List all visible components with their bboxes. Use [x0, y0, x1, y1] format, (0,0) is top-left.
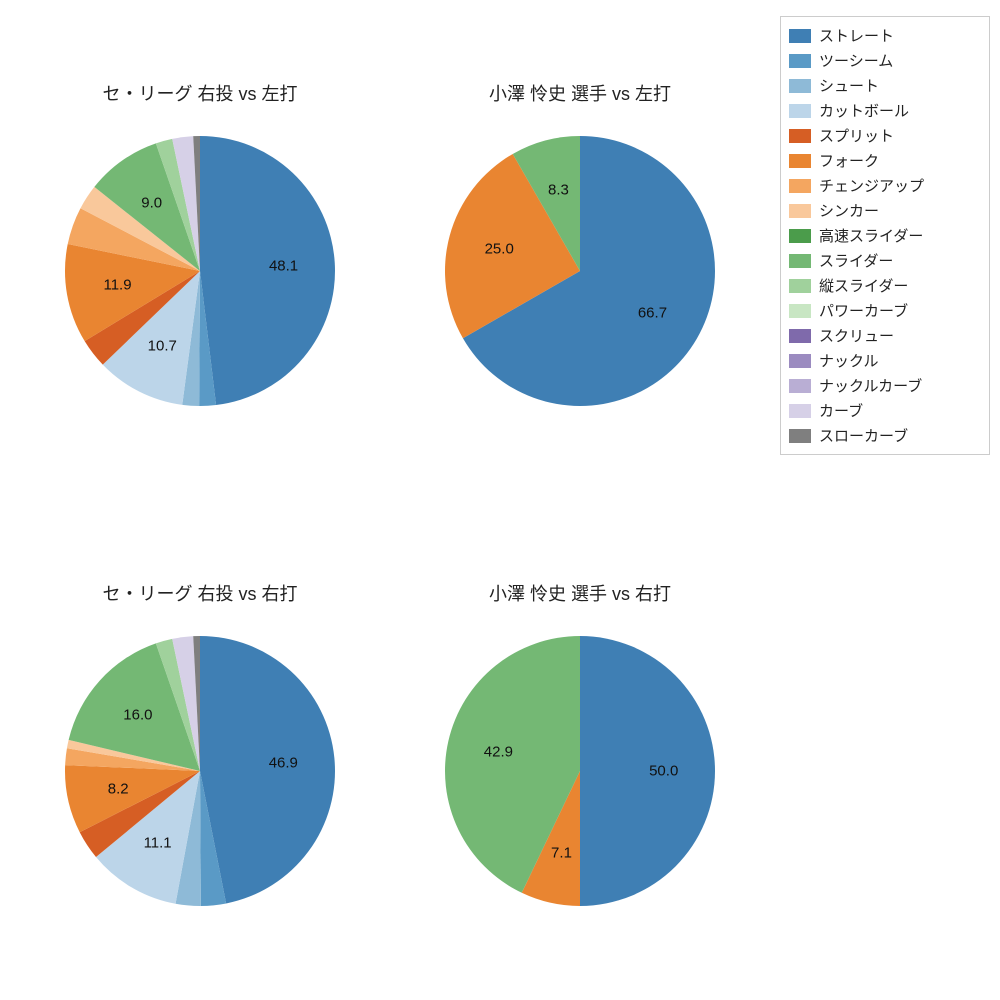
chart-title: 小澤 怜史 選手 vs 左打 [489, 80, 671, 106]
legend-item-slow_curve: スローカーブ [789, 423, 981, 448]
legend-label: チェンジアップ [819, 175, 924, 196]
chart-title: セ・リーグ 右投 vs 右打 [102, 580, 297, 606]
legend-label: ナックルカーブ [819, 375, 922, 396]
legend-label: ナックル [819, 350, 879, 371]
legend: ストレートツーシームシュートカットボールスプリットフォークチェンジアップシンカー… [780, 16, 990, 455]
slice-straight [580, 636, 715, 906]
legend-label: シンカー [819, 200, 879, 221]
legend-item-vert_slider: 縦スライダー [789, 273, 981, 298]
legend-item-sinker: シンカー [789, 198, 981, 223]
legend-label: スプリット [819, 125, 894, 146]
legend-swatch [789, 279, 811, 293]
legend-item-cutball: カットボール [789, 98, 981, 123]
slice-label-slider: 42.9 [484, 744, 513, 761]
legend-item-split: スプリット [789, 123, 981, 148]
slice-label-fork: 11.9 [103, 277, 131, 294]
slice-label-cutball: 10.7 [148, 337, 177, 354]
legend-swatch [789, 354, 811, 368]
slice-label-straight: 50.0 [649, 763, 678, 780]
legend-item-two_seam: ツーシーム [789, 48, 981, 73]
legend-label: パワーカーブ [819, 300, 908, 321]
legend-item-knuckle_curve: ナックルカーブ [789, 373, 981, 398]
slice-straight [200, 636, 335, 903]
legend-item-fork: フォーク [789, 148, 981, 173]
slice-label-slider: 8.3 [548, 182, 569, 199]
slice-label-cutball: 11.1 [144, 835, 172, 852]
legend-item-power_curve: パワーカーブ [789, 298, 981, 323]
chart-cl_rhp_vs_lhb: セ・リーグ 右投 vs 左打 48.1 10.7 11.9 9.0 [20, 20, 380, 480]
legend-item-straight: ストレート [789, 23, 981, 48]
slice-label-straight: 46.9 [269, 754, 298, 771]
charts-grid: セ・リーグ 右投 vs 左打 48.1 10.7 11.9 9.0 小澤 怜史 選手 vs… [20, 20, 760, 980]
legend-swatch [789, 154, 811, 168]
legend-swatch [789, 204, 811, 218]
chart-ozawa_vs_lhb: 小澤 怜史 選手 vs 左打 66.7 25.0 8.3 [400, 20, 760, 480]
legend-swatch [789, 179, 811, 193]
chart-cl_rhp_vs_rhb: セ・リーグ 右投 vs 右打 46.9 11.1 8.2 16.0 [20, 520, 380, 980]
legend-item-shoot: シュート [789, 73, 981, 98]
slice-label-slider: 9.0 [141, 194, 162, 211]
legend-swatch [789, 379, 811, 393]
legend-label: 縦スライダー [819, 275, 908, 296]
legend-item-slider: スライダー [789, 248, 981, 273]
slice-label-fork: 7.1 [551, 844, 572, 861]
legend-label: 高速スライダー [819, 225, 923, 246]
legend-swatch [789, 254, 811, 268]
legend-item-changeup: チェンジアップ [789, 173, 981, 198]
slice-label-straight: 66.7 [638, 304, 667, 321]
legend-label: スクリュー [819, 325, 894, 346]
pie: 50.0 7.1 42.9 [435, 626, 725, 916]
legend-swatch [789, 304, 811, 318]
slice-label-fork: 25.0 [485, 241, 514, 258]
slice-label-straight: 48.1 [269, 258, 298, 275]
legend-swatch [789, 329, 811, 343]
legend-swatch [789, 129, 811, 143]
legend-swatch [789, 229, 811, 243]
slice-label-slider: 16.0 [123, 706, 152, 723]
legend-item-curve: カーブ [789, 398, 981, 423]
legend-label: シュート [819, 75, 879, 96]
legend-swatch [789, 104, 811, 118]
pie: 46.9 11.1 8.2 16.0 [55, 626, 345, 916]
legend-label: カーブ [819, 400, 863, 421]
pie: 66.7 25.0 8.3 [435, 126, 725, 416]
legend-label: スライダー [819, 250, 893, 271]
legend-label: ストレート [819, 25, 894, 46]
legend-label: ツーシーム [819, 50, 893, 71]
legend-item-screw: スクリュー [789, 323, 981, 348]
legend-swatch [789, 404, 811, 418]
legend-swatch [789, 29, 811, 43]
legend-swatch [789, 429, 811, 443]
slice-straight [200, 136, 335, 405]
legend-label: フォーク [819, 150, 879, 171]
legend-item-knuckle: ナックル [789, 348, 981, 373]
legend-swatch [789, 54, 811, 68]
legend-swatch [789, 79, 811, 93]
legend-item-fast_slider: 高速スライダー [789, 223, 981, 248]
slice-label-fork: 8.2 [108, 780, 129, 797]
chart-ozawa_vs_rhb: 小澤 怜史 選手 vs 右打 50.0 7.1 42.9 [400, 520, 760, 980]
legend-label: カットボール [819, 100, 909, 121]
pie: 48.1 10.7 11.9 9.0 [55, 126, 345, 416]
chart-title: 小澤 怜史 選手 vs 右打 [489, 580, 671, 606]
chart-title: セ・リーグ 右投 vs 左打 [102, 80, 297, 106]
legend-label: スローカーブ [819, 425, 908, 446]
